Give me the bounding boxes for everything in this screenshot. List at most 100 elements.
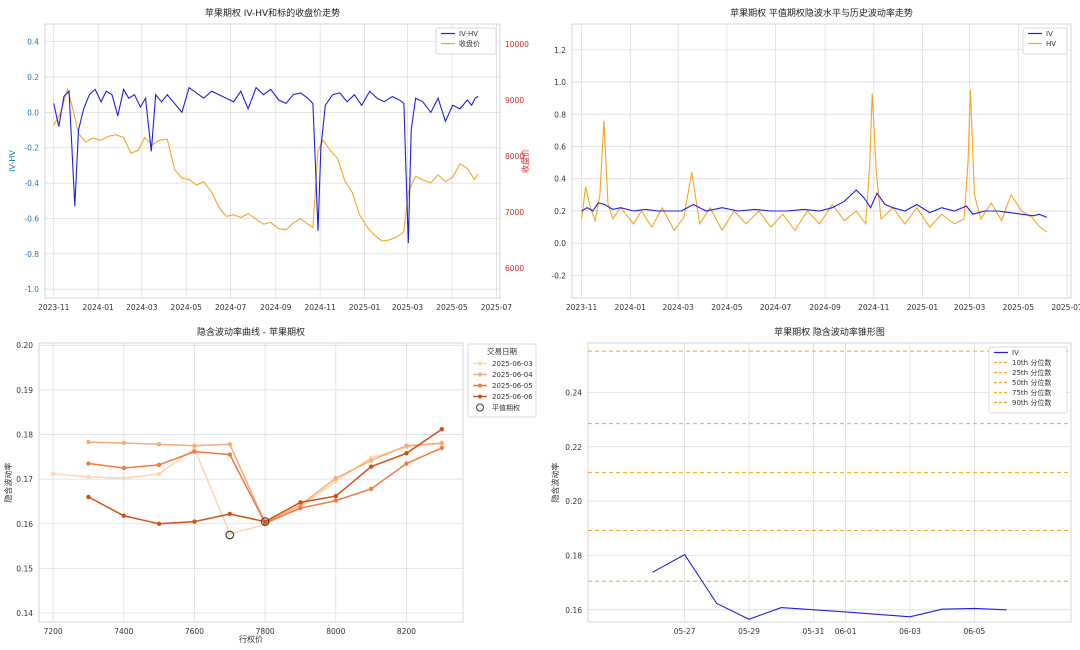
atm-marker bbox=[260, 517, 270, 526]
x-tick-label: 06-01 bbox=[835, 627, 857, 636]
x-tick-label: 2024-03 bbox=[663, 303, 695, 312]
legend-label: 50th 分位数 bbox=[1012, 378, 1051, 387]
smile-point bbox=[368, 458, 374, 463]
y2-tick-label: 6000 bbox=[505, 264, 524, 273]
y-tick-label: 0.15 bbox=[16, 564, 33, 573]
y-tick-label: 0.22 bbox=[565, 443, 582, 452]
legend-marker bbox=[478, 383, 482, 388]
x-tick-label: 2024-05 bbox=[711, 303, 743, 312]
smile-point bbox=[227, 531, 232, 536]
smile-point bbox=[121, 476, 127, 481]
y-tick-label: -0.2 bbox=[551, 271, 566, 280]
smile-point bbox=[156, 462, 162, 468]
y-axis-label: 隐含波动率 bbox=[550, 463, 560, 503]
x-tick-label: 2025-05 bbox=[1003, 303, 1035, 312]
chart-title: 苹果期权 IV-HV和标的收盘价走势 bbox=[205, 7, 340, 19]
x-tick-label: 2025-05 bbox=[436, 303, 468, 312]
y-tick-label: 0.2 bbox=[554, 207, 566, 216]
x-tick-label: 2024-11 bbox=[858, 303, 890, 312]
y-tick-label: 0.2 bbox=[27, 73, 39, 82]
smile-point bbox=[298, 505, 303, 511]
y2-tick-label: 7000 bbox=[505, 208, 524, 217]
x-tick-label: 2024-07 bbox=[215, 303, 247, 312]
smile-point bbox=[50, 471, 56, 476]
smile-point bbox=[192, 443, 197, 448]
legend-title: 交易日期 bbox=[487, 346, 517, 356]
smile-point bbox=[368, 464, 374, 469]
smile-line bbox=[53, 441, 442, 535]
smile-point bbox=[86, 439, 91, 445]
grid bbox=[39, 343, 463, 622]
legend-label: 75th 分位数 bbox=[1012, 388, 1051, 397]
y-tick-label: 0.0 bbox=[554, 239, 566, 248]
plot-frame bbox=[571, 23, 1072, 299]
chart-smile: 隐含波动率曲线 - 苹果期权 7200 7400 7600 7800 8000 8200 0.… bbox=[3, 326, 537, 644]
y-axis-label: IV-HV bbox=[8, 150, 17, 172]
y-tick-label: 0.4 bbox=[27, 38, 39, 47]
legend-label: 25th 分位数 bbox=[1012, 368, 1051, 377]
iv-hv-line bbox=[53, 86, 479, 244]
smile-point bbox=[439, 426, 444, 432]
y-tick-label: 0.17 bbox=[16, 475, 33, 484]
y-tick-label: 0.20 bbox=[16, 341, 33, 350]
smile-point bbox=[439, 445, 444, 451]
x-tick-label: 2024-09 bbox=[809, 303, 841, 312]
plot-frame bbox=[587, 342, 1072, 623]
smile-point bbox=[439, 441, 444, 446]
x-tick-label: 8200 bbox=[397, 627, 416, 636]
smile-point bbox=[262, 519, 268, 524]
y2-tick-label: 9000 bbox=[505, 96, 524, 105]
x-tick-label: 2024-03 bbox=[126, 303, 158, 312]
x-tick-label: 7600 bbox=[185, 627, 204, 636]
x-tick-label: 2024-11 bbox=[305, 303, 337, 312]
smile-point bbox=[368, 486, 374, 492]
y-tick-label: 0.6 bbox=[554, 142, 566, 151]
y-tick-label: -1.0 bbox=[24, 285, 39, 294]
legend-label: 2025-06-03 bbox=[492, 360, 533, 368]
legend-label: 2025-06-04 bbox=[492, 371, 533, 379]
legend-box bbox=[1022, 27, 1068, 55]
smile-point bbox=[333, 479, 338, 484]
x-tick-label: 05-27 bbox=[674, 627, 696, 636]
chart-title: 隐含波动率曲线 - 苹果期权 bbox=[197, 326, 305, 338]
legend-atm-marker bbox=[475, 403, 485, 412]
legend-label: IV-HV bbox=[459, 30, 478, 38]
x-axis-label: 行权价 bbox=[239, 634, 263, 644]
y-tick-label: 0.4 bbox=[554, 175, 566, 184]
x-tick-label: 2025-07 bbox=[1051, 303, 1080, 312]
y-tick-label: 0.18 bbox=[16, 431, 33, 440]
smile-point bbox=[404, 451, 409, 456]
y-tick-label: 1.2 bbox=[554, 46, 566, 55]
smile-point bbox=[86, 461, 91, 466]
chart-iv_hv_history: 苹果期权 平值期权隐波水平与历史波动率走势 2023-11 2024-01 2024-… bbox=[551, 7, 1080, 312]
smile-point bbox=[156, 471, 162, 476]
x-tick-label: 2024-05 bbox=[171, 303, 203, 312]
y-tick-label: 0.0 bbox=[27, 108, 39, 117]
chart-cone: 苹果期权 隐含波动率锥形图 05-27 05-29 05-31 06-01 06-03 06… bbox=[550, 326, 1072, 636]
x-tick-label: 2025-07 bbox=[481, 303, 513, 312]
legend-label: IV bbox=[1046, 30, 1053, 38]
x-tick-label: 2024-01 bbox=[615, 303, 647, 312]
legend-label: 平值期权 bbox=[492, 403, 520, 412]
smile-point bbox=[192, 519, 197, 524]
smile-point bbox=[121, 513, 127, 518]
x-tick-label: 05-29 bbox=[738, 627, 760, 636]
y-tick-label: 1.0 bbox=[554, 78, 566, 87]
legend-box bbox=[435, 27, 497, 55]
x-tick-label: 2025-01 bbox=[907, 303, 939, 312]
close-price-line bbox=[53, 86, 479, 242]
y-tick-label: 0.20 bbox=[565, 497, 582, 506]
smile-point bbox=[86, 474, 91, 480]
y-tick-label: -0.8 bbox=[24, 250, 39, 259]
legend-label: 2025-06-06 bbox=[492, 393, 533, 401]
legend-box bbox=[467, 343, 537, 418]
smile-series-2025-06-06 bbox=[86, 426, 444, 526]
chart-title: 苹果期权 平值期权隐波水平与历史波动率走势 bbox=[730, 7, 913, 19]
legend-label: 10th 分位数 bbox=[1012, 358, 1051, 367]
x-tick-label: 7200 bbox=[44, 627, 63, 636]
legend-marker bbox=[478, 394, 482, 399]
smile-point bbox=[333, 498, 338, 503]
grid bbox=[572, 24, 1071, 298]
